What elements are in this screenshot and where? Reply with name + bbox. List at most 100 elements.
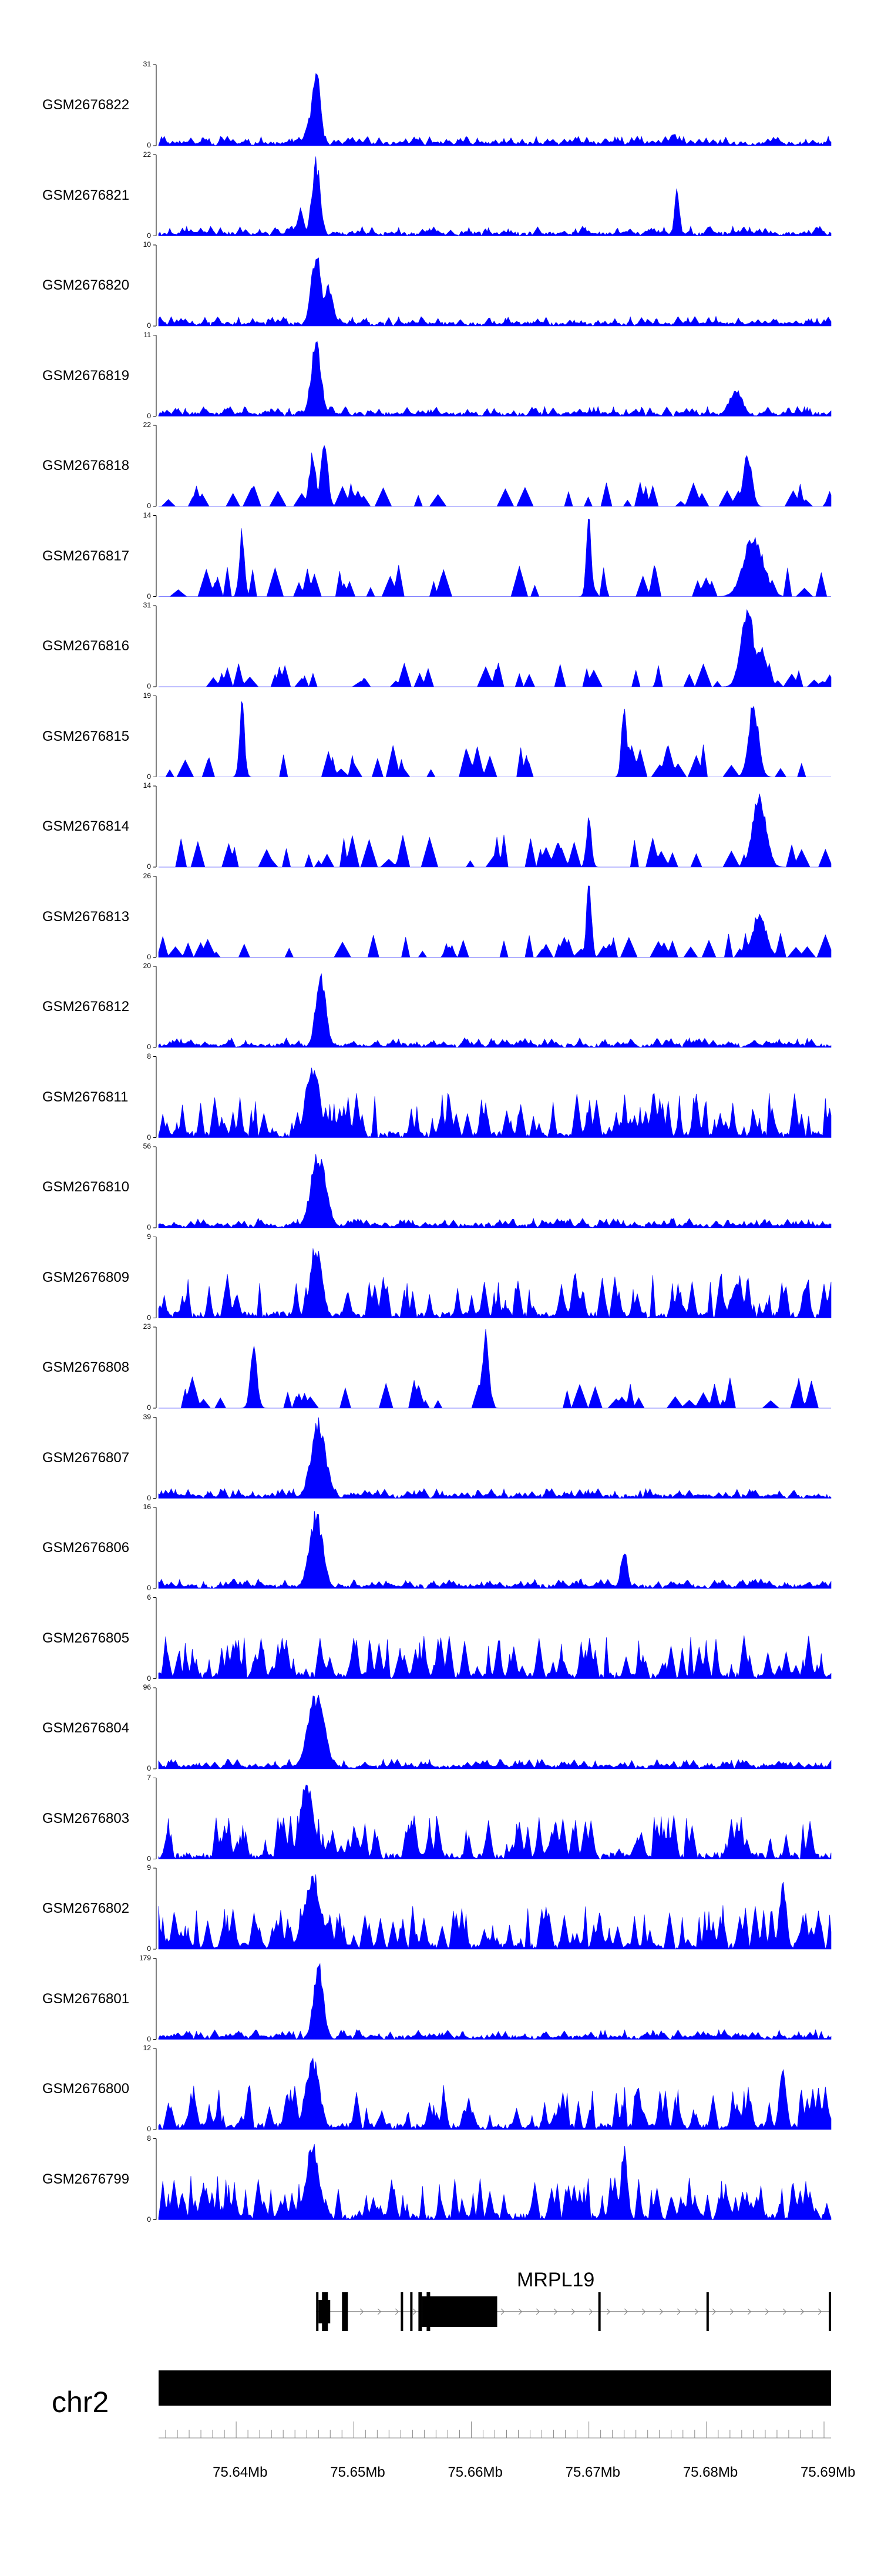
coverage-area-GSM2676814 bbox=[159, 793, 832, 868]
coverage-area-GSM2676822 bbox=[158, 73, 832, 146]
coverage-area-GSM2676810 bbox=[158, 1154, 832, 1228]
strand-arrow bbox=[729, 2308, 734, 2315]
strand-arrow bbox=[589, 2308, 593, 2315]
track-ymax-label: 26 bbox=[143, 871, 151, 880]
track-ymax-label: 8 bbox=[147, 2134, 151, 2142]
track-ymin-label: 0 bbox=[147, 1944, 151, 1953]
track-label-GSM2676809: GSM2676809 bbox=[42, 1269, 130, 1285]
coordinate-tick-label: 75.64Mb bbox=[213, 2464, 268, 2480]
track-ymin-label: 0 bbox=[147, 1584, 151, 1592]
track-ymax-label: 8 bbox=[147, 1052, 151, 1060]
track-label-GSM2676800: GSM2676800 bbox=[42, 2081, 130, 2097]
coordinate-tick-label: 75.67Mb bbox=[565, 2464, 621, 2480]
strand-arrow bbox=[500, 2308, 505, 2315]
gene-exon bbox=[828, 2292, 831, 2331]
track-ymax-label: 23 bbox=[143, 1322, 151, 1331]
strand-arrow bbox=[571, 2308, 576, 2315]
coverage-area-GSM2676816 bbox=[159, 609, 832, 688]
track-ymax-label: 16 bbox=[143, 1503, 151, 1511]
strand-arrow bbox=[377, 2308, 382, 2315]
gene-exon bbox=[316, 2292, 319, 2331]
track-ymax-label: 12 bbox=[143, 2044, 151, 2052]
strand-arrow bbox=[359, 2308, 364, 2315]
coverage-area-GSM2676811 bbox=[158, 1067, 832, 1138]
track-ymin-label: 0 bbox=[147, 952, 151, 961]
strand-arrow bbox=[818, 2308, 822, 2315]
coverage-area-GSM2676799 bbox=[158, 2144, 832, 2221]
track-ymin-label: 0 bbox=[147, 2034, 151, 2043]
track-label-GSM2676805: GSM2676805 bbox=[42, 1630, 130, 1646]
track-ymin-label: 0 bbox=[147, 1313, 151, 1322]
gene-utr bbox=[318, 2300, 331, 2323]
strand-arrow bbox=[712, 2308, 717, 2315]
track-ymin-label: 0 bbox=[147, 141, 151, 149]
track-label-GSM2676803: GSM2676803 bbox=[42, 1810, 130, 1826]
track-ymax-label: 22 bbox=[143, 150, 151, 159]
coverage-area-GSM2676819 bbox=[158, 341, 832, 417]
coverage-area-GSM2676815 bbox=[159, 700, 831, 777]
track-label-GSM2676802: GSM2676802 bbox=[42, 1900, 130, 1916]
strand-arrow bbox=[677, 2308, 681, 2315]
track-ymin-label: 0 bbox=[147, 1854, 151, 1863]
gene-exon bbox=[410, 2292, 413, 2331]
strand-arrow bbox=[624, 2308, 628, 2315]
coverage-area-GSM2676806 bbox=[158, 1510, 832, 1589]
track-label-GSM2676807: GSM2676807 bbox=[42, 1449, 130, 1466]
coverage-area-GSM2676804 bbox=[158, 1694, 832, 1769]
track-ymin-label: 0 bbox=[147, 862, 151, 871]
track-ymin-label: 0 bbox=[147, 231, 151, 240]
track-ymin-label: 0 bbox=[147, 682, 151, 690]
track-label-GSM2676812: GSM2676812 bbox=[42, 999, 130, 1015]
coverage-area-GSM2676820 bbox=[158, 257, 832, 327]
track-ymax-label: 10 bbox=[143, 240, 151, 248]
coverage-area-GSM2676813 bbox=[158, 885, 832, 958]
track-label-GSM2676817: GSM2676817 bbox=[42, 548, 130, 564]
coordinate-tick-label: 75.66Mb bbox=[448, 2464, 503, 2480]
track-ymin-label: 0 bbox=[147, 1764, 151, 1772]
gene-exon bbox=[418, 2292, 422, 2331]
track-ymax-label: 31 bbox=[143, 601, 151, 609]
track-label-GSM2676808: GSM2676808 bbox=[42, 1359, 130, 1375]
track-ymin-label: 0 bbox=[147, 592, 151, 600]
track-ymax-label: 9 bbox=[147, 1232, 151, 1241]
track-ymin-label: 0 bbox=[147, 1674, 151, 1682]
strand-arrow bbox=[395, 2308, 399, 2315]
coverage-area-GSM2676807 bbox=[158, 1417, 832, 1499]
coverage-area-GSM2676805 bbox=[158, 1635, 832, 1680]
track-ymin-label: 0 bbox=[147, 2215, 151, 2224]
track-label-GSM2676811: GSM2676811 bbox=[42, 1089, 129, 1105]
strand-arrow bbox=[518, 2308, 523, 2315]
track-label-GSM2676813: GSM2676813 bbox=[42, 908, 130, 925]
track-ymin-label: 0 bbox=[147, 1133, 151, 1141]
track-ymin-label: 0 bbox=[147, 2125, 151, 2133]
track-ymax-label: 179 bbox=[139, 1953, 152, 1962]
track-label-GSM2676819: GSM2676819 bbox=[42, 367, 130, 384]
track-label-GSM2676814: GSM2676814 bbox=[42, 818, 130, 834]
track-label-GSM2676810: GSM2676810 bbox=[42, 1179, 130, 1195]
track-label-GSM2676816: GSM2676816 bbox=[42, 638, 130, 654]
coverage-area-GSM2676800 bbox=[158, 2057, 832, 2130]
track-label-GSM2676799: GSM2676799 bbox=[42, 2171, 130, 2187]
track-label-GSM2676801: GSM2676801 bbox=[42, 1990, 130, 2007]
track-ymax-label: 7 bbox=[147, 1773, 151, 1782]
strand-arrow bbox=[536, 2308, 540, 2315]
strand-arrow bbox=[553, 2308, 558, 2315]
strand-arrow bbox=[765, 2308, 769, 2315]
track-ymax-label: 11 bbox=[143, 330, 151, 339]
track-ymax-label: 9 bbox=[147, 1863, 151, 1872]
track-ymax-label: 14 bbox=[143, 781, 151, 790]
track-ymax-label: 19 bbox=[143, 691, 151, 700]
track-ymin-label: 0 bbox=[147, 772, 151, 781]
strand-arrow bbox=[694, 2308, 699, 2315]
strand-arrow bbox=[412, 2308, 417, 2315]
track-ymin-label: 0 bbox=[147, 321, 151, 330]
track-ymax-label: 20 bbox=[143, 962, 151, 970]
strand-arrow bbox=[782, 2308, 787, 2315]
track-ymax-label: 39 bbox=[143, 1412, 151, 1421]
track-label-GSM2676821: GSM2676821 bbox=[42, 187, 130, 203]
coverage-area-GSM2676802 bbox=[158, 1874, 832, 1950]
gene-name-label: MRPL19 bbox=[517, 2269, 595, 2291]
track-label-GSM2676822: GSM2676822 bbox=[42, 97, 130, 113]
